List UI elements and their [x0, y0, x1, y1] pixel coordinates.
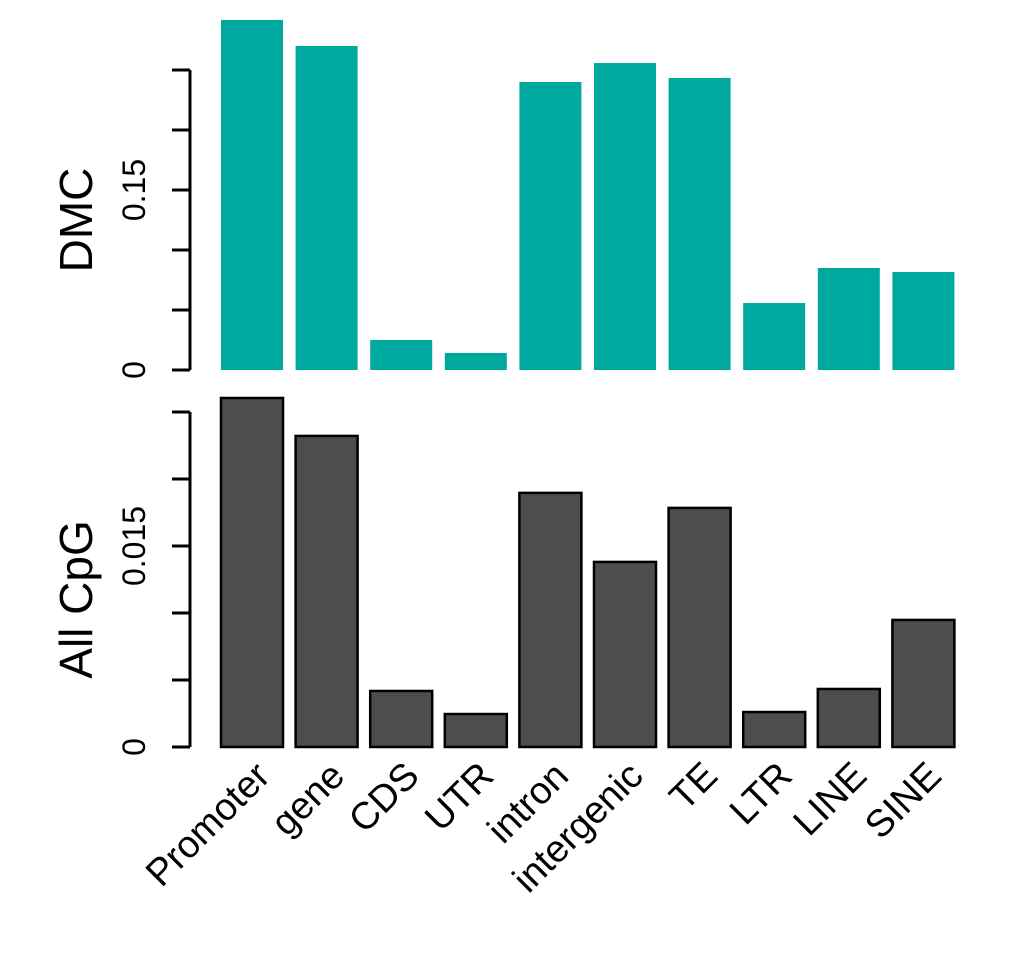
- y-axis-label: All CpG: [50, 520, 102, 678]
- x-tick-label: LTR: [722, 755, 800, 833]
- bar: [368, 689, 434, 749]
- bar: [518, 491, 583, 749]
- bar: [743, 303, 806, 370]
- x-tick-label: Promoter: [138, 754, 278, 894]
- y-axis-label: DMC: [50, 168, 102, 273]
- bar: [221, 19, 283, 371]
- bar: [219, 396, 285, 749]
- y-tick-label: 0.015: [116, 506, 152, 586]
- x-tick-label: gene: [263, 755, 352, 844]
- x-tick-label: TE: [662, 755, 726, 819]
- bar: [816, 687, 882, 749]
- bar: [891, 618, 956, 749]
- y-tick-label: 0.15: [116, 159, 152, 221]
- x-tick-label: CDS: [341, 755, 427, 841]
- bar: [444, 352, 507, 370]
- x-tick-label: LINE: [786, 755, 875, 844]
- bar: [817, 268, 880, 370]
- bar: [667, 506, 732, 749]
- y-tick-label: 0: [116, 738, 152, 756]
- bar: [294, 434, 359, 749]
- bar: [592, 560, 658, 749]
- bar: [370, 340, 433, 370]
- bar: [668, 78, 731, 370]
- y-tick-label: 0: [116, 361, 152, 379]
- bar: [594, 63, 656, 370]
- bar: [519, 82, 582, 370]
- bar: [741, 710, 807, 749]
- bar: [295, 46, 358, 370]
- x-tick-label: SINE: [857, 755, 949, 847]
- bar: [443, 712, 509, 749]
- bar: [892, 271, 955, 370]
